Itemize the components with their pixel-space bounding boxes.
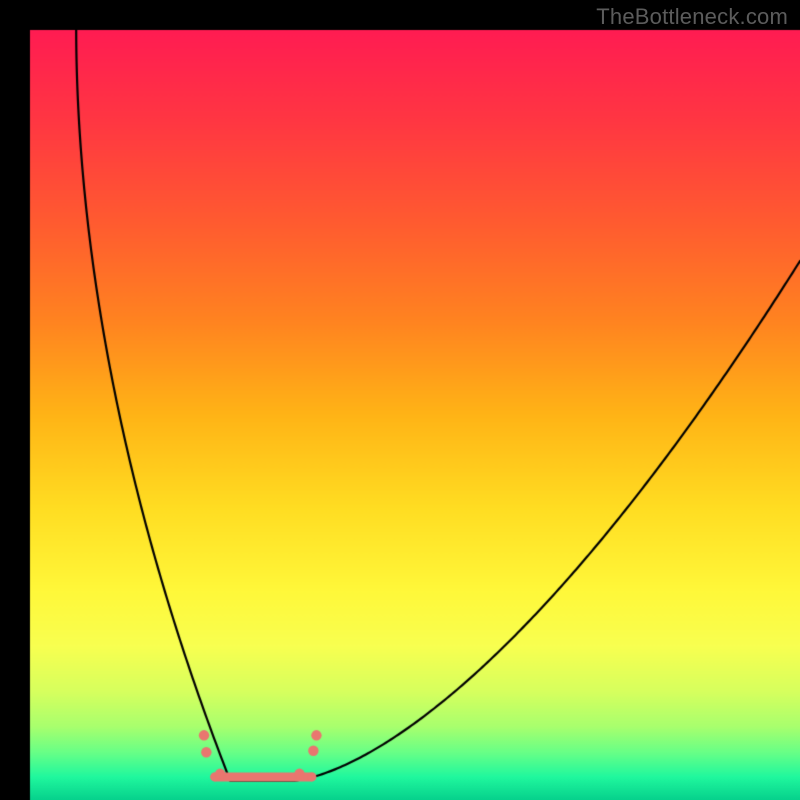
chart-container: TheBottleneck.com (0, 0, 800, 800)
bottleneck-chart-canvas (0, 0, 800, 800)
